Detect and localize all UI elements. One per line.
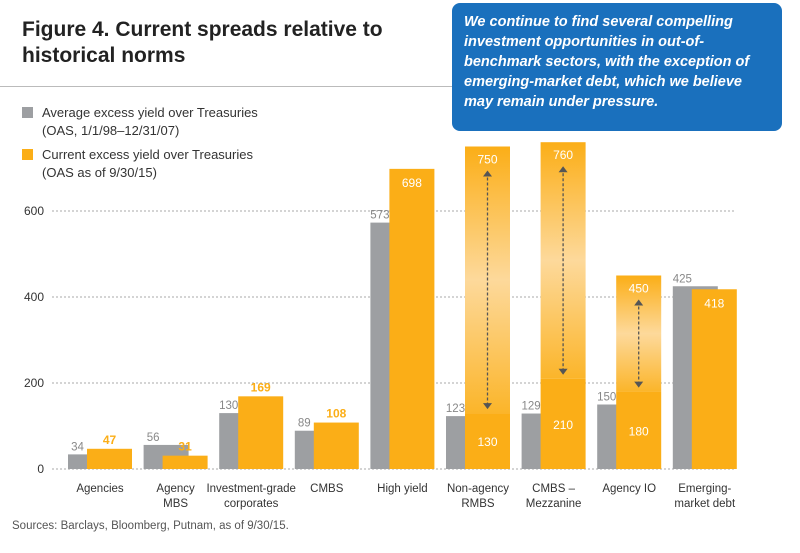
current-bar xyxy=(540,378,586,469)
current-value-label: 31 xyxy=(178,440,192,454)
range-low-label: 210 xyxy=(553,418,573,432)
current-value-label: 47 xyxy=(103,433,117,447)
category-label: Emerging- xyxy=(678,483,731,495)
callout-box: We continue to find several compelling i… xyxy=(452,3,782,131)
y-tick-label: 200 xyxy=(24,376,44,390)
category-label: market debt xyxy=(674,498,736,510)
legend-label: Average excess yield over Treasuries xyxy=(42,105,258,120)
category-label: corporates xyxy=(224,498,279,510)
category-label: CMBS – xyxy=(532,483,575,495)
range-low-label: 130 xyxy=(477,435,497,449)
arrow-up-icon xyxy=(558,166,568,173)
arrow-up-icon xyxy=(634,299,644,306)
category-label: Investment-grade xyxy=(206,483,296,495)
arrow-down-icon xyxy=(483,403,492,410)
category-label: Agency xyxy=(156,483,195,495)
current-bar xyxy=(616,391,662,469)
y-tick-label: 0 xyxy=(37,462,44,476)
legend-label: Current excess yield over Treasuries xyxy=(42,147,253,162)
category-label: CMBS xyxy=(310,483,344,495)
category-label: Non-agency xyxy=(447,483,509,495)
arrow-down-icon xyxy=(558,368,568,375)
category-label: Agency IO xyxy=(602,483,656,495)
average-value-label: 34 xyxy=(71,441,84,453)
average-value-label: 425 xyxy=(673,273,692,285)
current-bar xyxy=(87,448,132,469)
current-bar xyxy=(389,168,435,470)
current-value-label: 108 xyxy=(326,407,346,421)
category-label: Agencies xyxy=(76,483,124,495)
average-value-label: 56 xyxy=(147,432,160,444)
category-label: Mezzanine xyxy=(526,498,582,510)
range-high-label: 760 xyxy=(553,148,573,162)
range-low-label: 180 xyxy=(629,424,649,438)
average-value-label: 150 xyxy=(597,392,616,404)
title-divider xyxy=(0,86,452,87)
legend-sublabel: (OAS, 1/1/98–12/31/07) xyxy=(42,123,180,138)
legend-swatch-grey xyxy=(22,107,33,118)
current-bar xyxy=(238,396,284,469)
current-bar xyxy=(691,289,737,469)
y-tick-label: 400 xyxy=(24,290,44,304)
average-value-label: 130 xyxy=(219,400,238,412)
arrow-up-icon xyxy=(483,170,492,177)
category-label: MBS xyxy=(163,498,188,510)
current-value-label: 169 xyxy=(251,380,271,394)
range-high-label: 750 xyxy=(477,153,497,167)
average-value-label: 573 xyxy=(370,210,389,222)
average-value-label: 89 xyxy=(298,418,311,430)
range-high-label: 450 xyxy=(629,282,649,296)
current-bar xyxy=(465,413,510,469)
average-value-label: 123 xyxy=(446,403,465,415)
legend-swatch-orange xyxy=(22,149,33,160)
category-label: High yield xyxy=(377,483,428,495)
current-value-label: 698 xyxy=(402,176,422,190)
current-bar xyxy=(313,422,359,469)
current-value-label: 418 xyxy=(704,296,724,310)
category-label: RMBS xyxy=(461,498,495,510)
current-bar xyxy=(162,455,208,469)
average-value-label: 129 xyxy=(522,401,541,413)
legend-item-current: Current excess yield over Treasuries (OA… xyxy=(22,146,253,182)
arrow-down-icon xyxy=(634,381,644,388)
figure-title: Figure 4. Current spreads relative to hi… xyxy=(22,18,383,67)
legend-item-average: Average excess yield over Treasuries (OA… xyxy=(22,104,258,140)
y-tick-label: 600 xyxy=(24,204,44,218)
source-note: Sources: Barclays, Bloomberg, Putnam, as… xyxy=(12,520,289,532)
legend-sublabel: (OAS as of 9/30/15) xyxy=(42,165,157,180)
